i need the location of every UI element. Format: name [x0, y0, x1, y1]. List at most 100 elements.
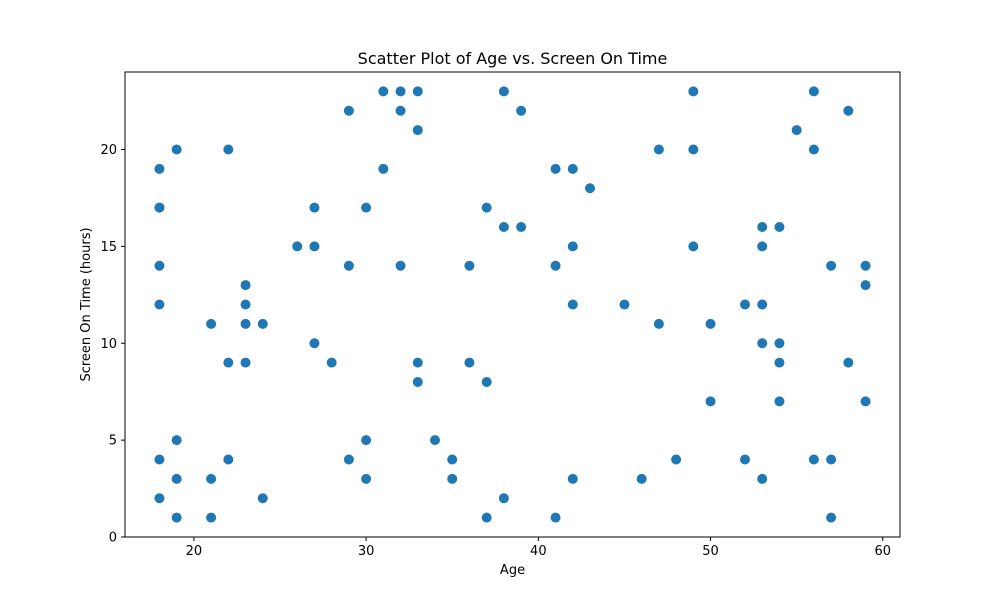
scatter-point — [826, 512, 837, 523]
scatter-point — [309, 241, 320, 252]
chart-title: Scatter Plot of Age vs. Screen On Time — [358, 49, 668, 68]
y-tick-label: 0 — [109, 531, 117, 546]
scatter-point — [240, 280, 251, 291]
y-tick-label: 5 — [109, 434, 117, 449]
scatter-point — [550, 260, 561, 271]
scatter-point — [550, 163, 561, 174]
scatter-point — [412, 377, 423, 387]
scatter-point — [223, 357, 234, 368]
scatter-point — [705, 396, 716, 407]
scatter-point — [757, 338, 768, 349]
scatter-point — [154, 454, 165, 465]
scatter-point — [171, 473, 182, 484]
scatter-point — [343, 260, 354, 271]
scatter-point — [516, 105, 527, 116]
scatter-point — [498, 86, 509, 97]
scatter-point — [326, 357, 337, 368]
scatter-point — [154, 299, 165, 310]
scatter-point — [757, 299, 768, 310]
scatter-point — [361, 202, 372, 213]
scatter-point — [154, 163, 165, 174]
scatter-point — [567, 241, 578, 252]
scatter-point — [740, 454, 750, 465]
scatter-point — [567, 163, 578, 174]
scatter-point — [412, 125, 423, 136]
plot-area — [125, 72, 900, 537]
scatter-point — [154, 202, 165, 213]
y-axis-label: Screen On Time (hours) — [79, 227, 94, 381]
x-tick-label: 60 — [875, 544, 892, 559]
scatter-point — [206, 512, 217, 523]
scatter-point — [378, 163, 389, 174]
scatter-point — [361, 473, 372, 484]
scatter-point — [688, 86, 699, 97]
scatter-point — [343, 454, 354, 465]
scatter-point — [808, 86, 819, 97]
scatter-point — [447, 473, 458, 484]
scatter-point — [567, 299, 578, 310]
scatter-point — [292, 241, 303, 252]
x-axis-label: Age — [500, 563, 525, 578]
scatter-point — [585, 183, 595, 194]
scatter-point — [740, 299, 750, 310]
scatter-point — [481, 202, 492, 213]
scatter-point — [671, 454, 682, 465]
scatter-point — [206, 318, 217, 329]
scatter-point — [430, 435, 440, 446]
scatter-point — [412, 86, 423, 97]
scatter-point — [757, 222, 768, 232]
scatter-point — [791, 125, 802, 136]
scatter-point — [240, 299, 251, 310]
scatter-point — [447, 454, 458, 465]
scatter-point — [240, 318, 251, 329]
scatter-point — [154, 260, 165, 271]
scatter-point — [860, 280, 871, 291]
scatter-point — [343, 105, 354, 116]
scatter-point — [361, 435, 372, 446]
scatter-point — [688, 241, 699, 252]
scatter-point — [705, 318, 716, 329]
scatter-point — [378, 86, 389, 97]
ticks-layer: 20 30 40 50 60 0 5 10 15 20 — [100, 143, 891, 559]
scatter-point — [464, 260, 475, 271]
scatter-point — [309, 202, 320, 213]
scatter-point — [481, 512, 492, 523]
scatter-point — [757, 473, 768, 484]
scatter-point — [826, 260, 837, 271]
scatter-point — [516, 222, 527, 232]
scatter-point — [774, 338, 785, 349]
scatter-point — [808, 144, 819, 155]
scatter-point — [171, 435, 182, 446]
scatter-point — [653, 318, 664, 329]
scatter-point — [688, 144, 699, 155]
scatter-point — [223, 144, 234, 155]
scatter-point — [826, 454, 837, 465]
y-tick-label: 20 — [100, 143, 117, 158]
scatter-point — [154, 493, 165, 504]
scatter-point — [223, 454, 234, 465]
scatter-point — [843, 105, 854, 116]
scatter-point — [774, 396, 785, 407]
scatter-point — [774, 222, 785, 232]
y-tick-label: 10 — [100, 337, 117, 352]
scatter-point — [498, 222, 509, 232]
scatter-point — [774, 357, 785, 368]
scatter-point — [550, 512, 561, 523]
scatter-point — [619, 299, 630, 310]
scatter-point — [257, 318, 268, 329]
points-layer — [154, 86, 871, 523]
scatter-point — [464, 357, 475, 368]
scatter-point — [636, 473, 647, 484]
scatter-point — [206, 473, 217, 484]
y-tick-label: 15 — [100, 240, 117, 255]
scatter-point — [808, 454, 819, 465]
scatter-point — [843, 357, 854, 368]
x-tick-label: 20 — [186, 544, 203, 559]
scatter-point — [257, 493, 268, 504]
x-tick-label: 30 — [358, 544, 375, 559]
scatter-point — [860, 260, 871, 271]
scatter-point — [653, 144, 664, 155]
plot-frame — [124, 71, 901, 538]
